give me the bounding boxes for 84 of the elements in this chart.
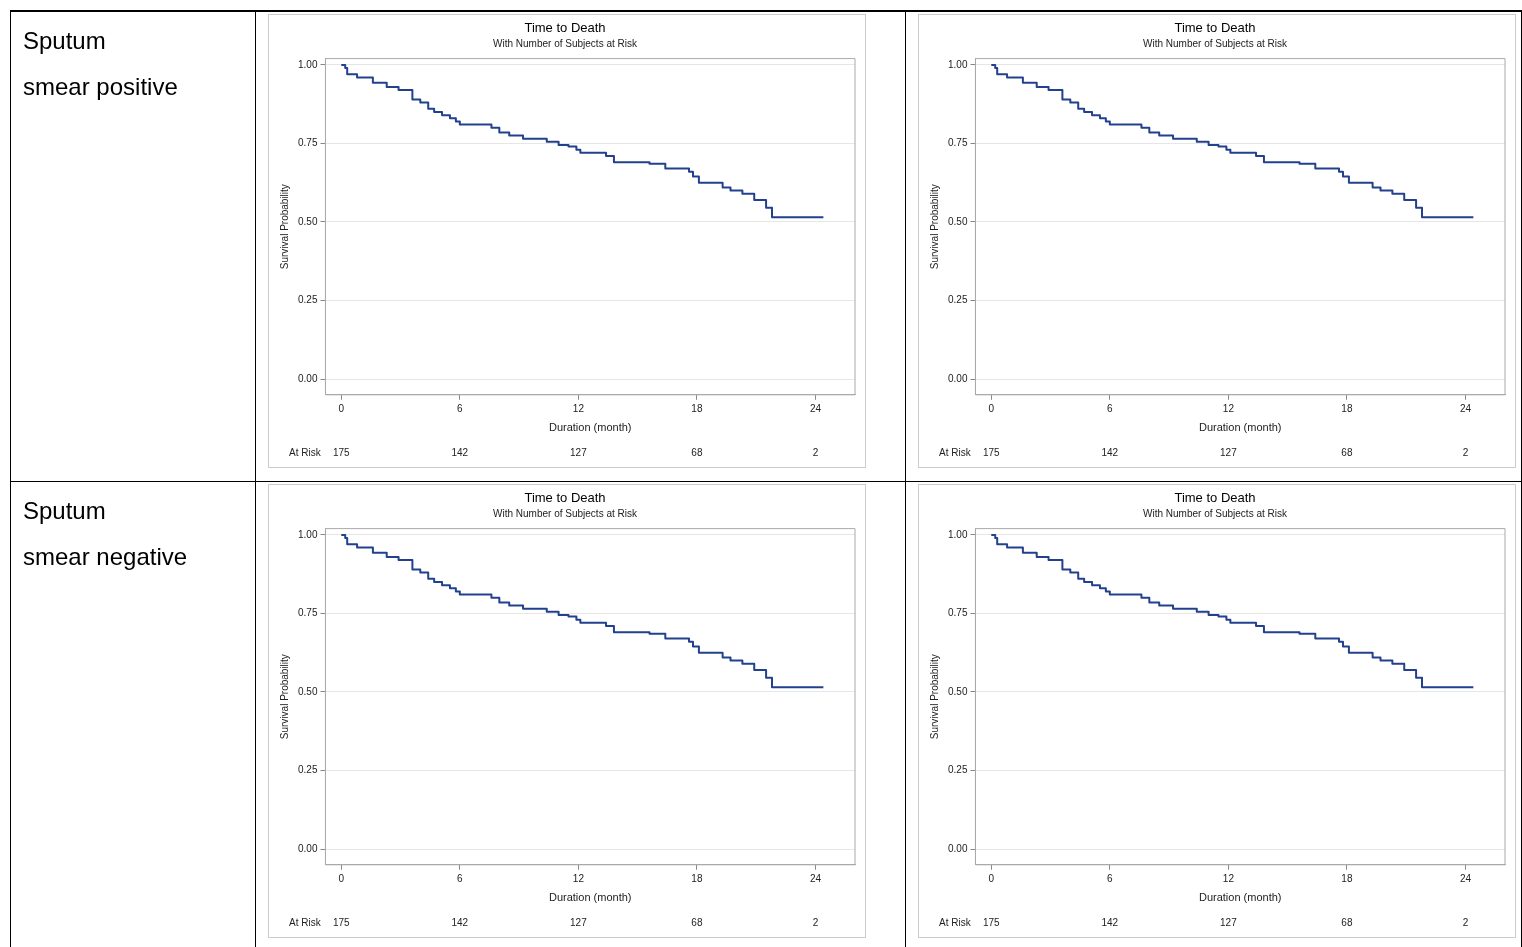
- text: At Risk: [289, 916, 322, 928]
- text: 175: [982, 446, 1001, 458]
- text: 175: [982, 916, 1001, 928]
- y-tick-label: 0.25: [947, 294, 968, 306]
- x-tick-label: 18: [691, 872, 703, 884]
- chart-title: Time to Death: [1174, 20, 1256, 36]
- text: 127: [570, 446, 588, 458]
- chart-subtitle: With Number of Subjects at Risk: [493, 508, 638, 520]
- x-tick-label: 0: [338, 872, 345, 884]
- text: 175: [332, 446, 351, 458]
- x-tick-label: 6: [1107, 872, 1114, 884]
- chart-title: Time to Death: [524, 20, 606, 36]
- text: 175: [332, 916, 351, 928]
- x-tick-label: 24: [809, 872, 822, 884]
- text: smear negative: [23, 542, 189, 572]
- y-axis-title: Survival Probability: [928, 184, 940, 270]
- y-tick-label: 0.75: [297, 607, 318, 619]
- x-tick-label: 0: [988, 872, 995, 884]
- text: 142: [451, 446, 469, 458]
- text: At Risk: [939, 446, 972, 458]
- x-axis-title: Duration (month): [548, 891, 632, 904]
- chart-subtitle: With Number of Subjects at Risk: [1143, 38, 1288, 50]
- x-tick-label: 6: [457, 872, 464, 884]
- text: Sputum: [23, 496, 107, 526]
- text: 68: [1341, 446, 1353, 458]
- x-tick-label: 6: [1107, 402, 1114, 414]
- x-axis-title: Duration (month): [1198, 421, 1282, 434]
- x-tick-label: 0: [338, 402, 345, 414]
- text: Sputum: [23, 26, 107, 56]
- y-axis-title: Survival Probability: [278, 654, 290, 740]
- x-tick-label: 18: [1341, 402, 1353, 414]
- chart-title: Time to Death: [1174, 490, 1256, 506]
- chart-subtitle: With Number of Subjects at Risk: [1143, 508, 1288, 520]
- text: 2: [812, 446, 819, 458]
- x-tick-label: 12: [572, 402, 585, 414]
- x-tick-label: 12: [1222, 872, 1235, 884]
- y-tick-label: 0.00: [297, 372, 318, 384]
- x-tick-label: 24: [1459, 402, 1472, 414]
- text: At Risk: [939, 916, 972, 928]
- y-tick-label: 0.25: [947, 764, 968, 776]
- y-tick-label: 0.50: [297, 685, 318, 697]
- y-tick-label: 0.50: [947, 685, 968, 697]
- y-axis-title: Survival Probability: [278, 184, 290, 270]
- text: 127: [1220, 916, 1238, 928]
- y-tick-label: 0.50: [297, 215, 318, 227]
- x-tick-label: 12: [1222, 402, 1235, 414]
- text: 2: [812, 916, 819, 928]
- y-axis-title: Survival Probability: [928, 654, 940, 740]
- y-tick-label: 0.75: [297, 137, 318, 149]
- x-tick-label: 6: [457, 402, 464, 414]
- y-tick-label: 0.75: [947, 137, 968, 149]
- x-tick-label: 18: [1341, 872, 1353, 884]
- y-tick-label: 0.25: [297, 294, 318, 306]
- x-tick-label: 24: [809, 402, 822, 414]
- x-tick-label: 24: [1459, 872, 1472, 884]
- text: 127: [570, 916, 588, 928]
- y-tick-label: 0.50: [947, 215, 968, 227]
- x-axis-title: Duration (month): [1198, 891, 1282, 904]
- x-axis-title: Duration (month): [548, 421, 632, 434]
- text: 68: [691, 916, 703, 928]
- text: At Risk: [289, 446, 322, 458]
- text: 127: [1220, 446, 1238, 458]
- y-tick-label: 1.00: [297, 528, 318, 540]
- y-tick-label: 0.00: [297, 842, 318, 854]
- text: smear positive: [23, 72, 179, 102]
- chart-subtitle: With Number of Subjects at Risk: [493, 38, 638, 50]
- y-tick-label: 1.00: [297, 58, 318, 70]
- x-tick-label: 18: [691, 402, 703, 414]
- text: 142: [1101, 916, 1119, 928]
- text: 68: [691, 446, 703, 458]
- text: 2: [1462, 916, 1469, 928]
- text: 142: [451, 916, 469, 928]
- y-tick-label: 0.75: [947, 607, 968, 619]
- chart-title: Time to Death: [524, 490, 606, 506]
- y-tick-label: 0.25: [297, 764, 318, 776]
- y-tick-label: 0.00: [947, 372, 968, 384]
- y-tick-label: 0.00: [947, 842, 968, 854]
- x-tick-label: 0: [988, 402, 995, 414]
- text: 2: [1462, 446, 1469, 458]
- x-tick-label: 12: [572, 872, 585, 884]
- text: 68: [1341, 916, 1353, 928]
- y-tick-label: 1.00: [947, 528, 968, 540]
- text: 142: [1101, 446, 1119, 458]
- y-tick-label: 1.00: [947, 58, 968, 70]
